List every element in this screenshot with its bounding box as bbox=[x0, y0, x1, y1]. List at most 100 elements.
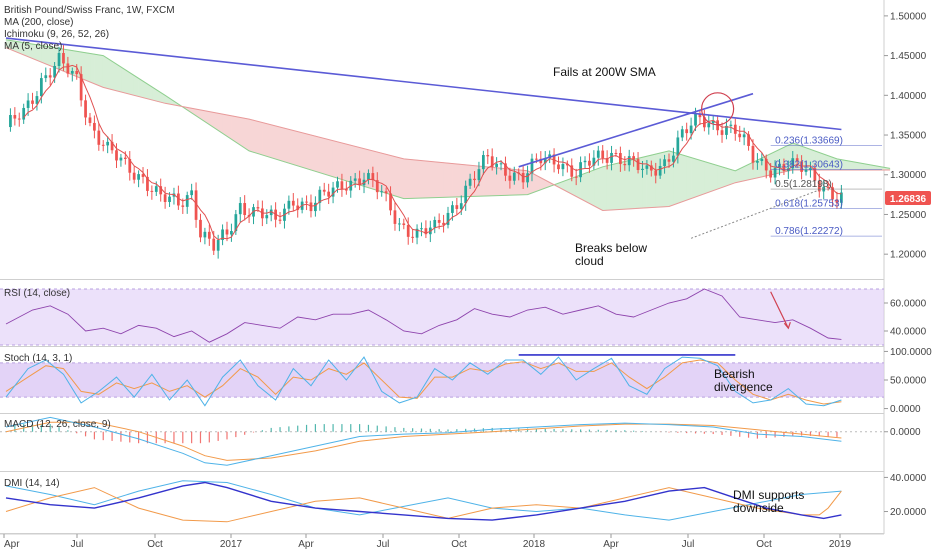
candle-body bbox=[667, 159, 671, 162]
annotation-dmi-line1: DMI supports bbox=[733, 488, 804, 502]
candle-body bbox=[680, 129, 684, 138]
ichimoku-cloud bbox=[5, 39, 891, 212]
candle-body bbox=[66, 63, 70, 74]
candle-body bbox=[840, 192, 843, 203]
candle-body bbox=[601, 150, 605, 159]
time-tick-label-11: 2019 bbox=[829, 539, 852, 550]
annotation-fails-200w: Fails at 200W SMA bbox=[553, 65, 656, 79]
price-tick-label-0: 1.50000 bbox=[890, 11, 927, 22]
cloud-segment bbox=[695, 158, 701, 198]
rsi-label: RSI (14, close) bbox=[4, 288, 70, 299]
cloud-segment bbox=[407, 158, 413, 199]
cloud-segment bbox=[266, 123, 272, 159]
candle-body bbox=[835, 199, 839, 203]
candle-body bbox=[13, 115, 17, 119]
cloud-segment bbox=[257, 121, 263, 156]
cloud-segment bbox=[664, 150, 670, 208]
candle-body bbox=[649, 165, 653, 171]
cloud-segment bbox=[730, 169, 736, 185]
cloud-segment bbox=[699, 159, 705, 196]
price-tick-label-2: 1.40000 bbox=[890, 91, 927, 102]
cloud-segment bbox=[394, 156, 400, 198]
candle-body bbox=[539, 158, 543, 164]
price-tick-label-1: 1.45000 bbox=[890, 51, 927, 62]
candle-body bbox=[79, 74, 83, 101]
cloud-segment bbox=[328, 139, 334, 178]
candle-body bbox=[159, 186, 163, 195]
cloud-segment bbox=[270, 124, 276, 160]
dmi-plus-line bbox=[5, 487, 842, 523]
price-tick-label-4: 1.30000 bbox=[890, 170, 927, 181]
dmi-tick-label-0: 40.0000 bbox=[890, 473, 927, 484]
candle-body bbox=[663, 159, 666, 167]
time-tick-label-5: Jul bbox=[377, 539, 390, 550]
fib-label-0: 0.236(1.33669) bbox=[775, 136, 843, 147]
cloud-segment bbox=[743, 163, 749, 182]
candle-body bbox=[128, 158, 132, 173]
candle-body bbox=[481, 155, 485, 170]
rsi-tick-label-0: 60.0000 bbox=[890, 299, 927, 310]
cloud-segment bbox=[845, 160, 851, 171]
candle-body bbox=[464, 185, 468, 204]
candle-body bbox=[340, 181, 344, 189]
cloud-segment bbox=[323, 138, 329, 176]
cloud-segment bbox=[651, 153, 657, 208]
candle-body bbox=[437, 219, 441, 223]
candle-body bbox=[610, 152, 613, 163]
cloud-segment bbox=[390, 155, 396, 197]
candle-body bbox=[579, 162, 582, 178]
candle-body bbox=[543, 158, 547, 164]
candle-body bbox=[221, 229, 224, 241]
candle-body bbox=[269, 209, 273, 216]
cloud-segment bbox=[438, 161, 444, 198]
candle-body bbox=[411, 236, 415, 238]
cloud-segment bbox=[421, 160, 427, 199]
candle-body bbox=[694, 113, 697, 126]
candle-body bbox=[557, 164, 560, 170]
candle-body bbox=[769, 170, 773, 178]
dmi-label: DMI (14, 14) bbox=[4, 478, 60, 489]
candle-body bbox=[596, 150, 600, 158]
candle-body bbox=[521, 172, 525, 183]
candle-body bbox=[672, 155, 675, 162]
candle-body bbox=[256, 207, 260, 209]
candle-body bbox=[795, 158, 799, 162]
candle-body bbox=[137, 174, 140, 180]
dmi-tick-label-1: 20.0000 bbox=[890, 507, 927, 518]
cloud-segment bbox=[129, 72, 135, 96]
candle-body bbox=[203, 231, 207, 238]
last-price-value: 1.26836 bbox=[890, 194, 927, 205]
cloud-segment bbox=[315, 135, 321, 174]
candle-body bbox=[782, 163, 786, 171]
candle-body bbox=[490, 156, 494, 167]
cloud-segment bbox=[231, 115, 237, 143]
cloud-segment bbox=[655, 152, 661, 208]
candle-body bbox=[199, 219, 202, 238]
candle-body bbox=[742, 134, 746, 138]
candle-body bbox=[163, 194, 167, 203]
candle-body bbox=[756, 160, 759, 163]
stoch-d-line bbox=[5, 359, 842, 405]
cloud-segment bbox=[615, 162, 621, 211]
candle-body bbox=[216, 240, 220, 251]
candle-body bbox=[150, 190, 154, 192]
fib-label-2: 0.5(1.28198) bbox=[775, 179, 832, 190]
time-tick-label-4: Apr bbox=[298, 539, 314, 550]
candle-body bbox=[115, 150, 118, 161]
cloud-segment bbox=[350, 144, 356, 184]
fib-label-1: 0.382(1.30643) bbox=[775, 160, 843, 171]
candle-body bbox=[243, 203, 247, 216]
chart-title: British Pound/Swiss Franc, 1W, FXCM bbox=[4, 5, 175, 16]
candle-body bbox=[185, 195, 189, 207]
cloud-segment bbox=[226, 114, 232, 140]
candle-body bbox=[384, 191, 388, 194]
candle-body bbox=[729, 124, 733, 126]
cloud-segment bbox=[248, 118, 254, 153]
cloud-segment bbox=[589, 169, 595, 207]
cloud-segment bbox=[571, 176, 577, 197]
candle-body bbox=[344, 188, 348, 191]
candle-body bbox=[132, 172, 136, 180]
candle-body bbox=[512, 172, 516, 181]
candle-body bbox=[623, 164, 627, 166]
